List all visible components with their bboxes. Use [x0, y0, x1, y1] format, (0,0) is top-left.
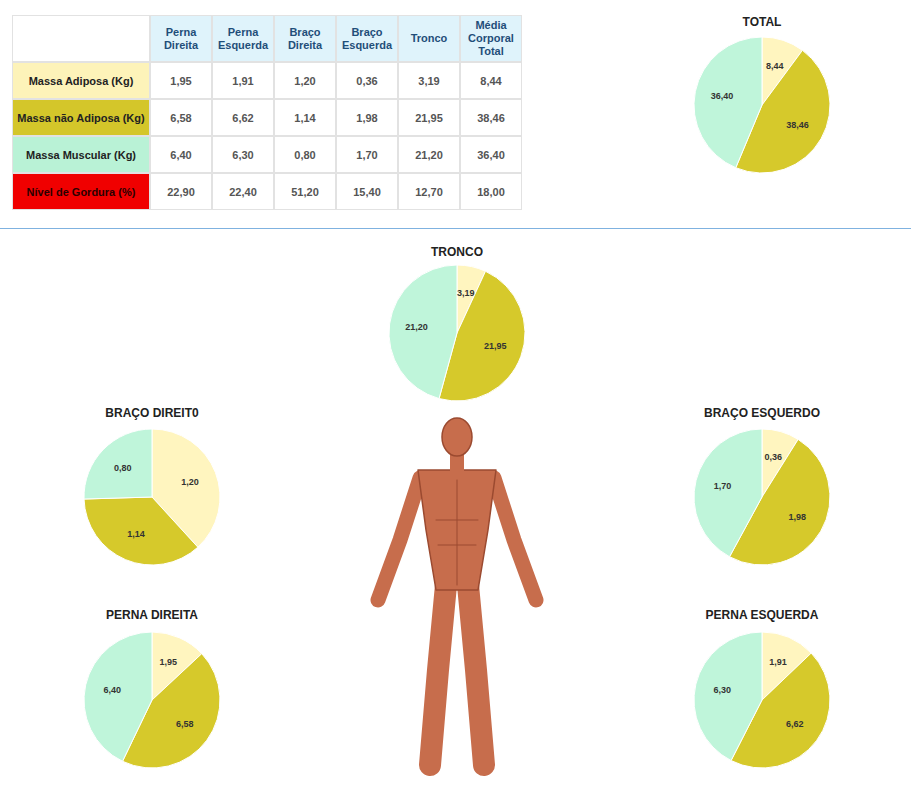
- html-text:36,40: 36,40: [477, 148, 505, 161]
- html-text:22,40: 22,40: [229, 185, 257, 198]
- html-text:21,20: 21,20: [415, 148, 443, 161]
- svg-text:21,20: 21,20: [405, 322, 428, 332]
- svg-text:1,20: 1,20: [181, 477, 199, 487]
- html-text:Massa Muscular (Kg): Massa Muscular (Kg): [26, 148, 136, 161]
- html-text:Braço Direita: Braço Direita: [287, 25, 323, 51]
- html-text:1,70: 1,70: [356, 148, 378, 161]
- html-text:Massa Adiposa (Kg): Massa Adiposa (Kg): [28, 74, 134, 87]
- html-text:TOTAL: TOTAL: [742, 15, 782, 29]
- html-text:6,58: 6,58: [170, 111, 192, 124]
- html-text:6,30: 6,30: [232, 148, 254, 161]
- svg-text:21,95: 21,95: [484, 341, 507, 351]
- svg-text:38,46: 38,46: [786, 120, 809, 130]
- html-text:3,19: 3,19: [418, 74, 440, 87]
- html-text:Massa não Adiposa (Kg): Massa não Adiposa (Kg): [17, 111, 145, 124]
- svg-text:6,40: 6,40: [103, 685, 121, 695]
- svg-text:0,36: 0,36: [765, 452, 783, 462]
- html-text:Nível de Gordura (%): Nível de Gordura (%): [26, 185, 136, 198]
- html-text:38,46: 38,46: [477, 111, 505, 124]
- svg-text:1,98: 1,98: [788, 512, 806, 522]
- html-text:PERNA ESQUERDA: PERNA ESQUERDA: [705, 608, 819, 622]
- svg-text:6,30: 6,30: [714, 685, 732, 695]
- html-text:8,44: 8,44: [480, 74, 502, 87]
- html-text:Braço Esquerda: Braço Esquerda: [341, 25, 393, 51]
- html-text:15,40: 15,40: [353, 185, 381, 198]
- svg-text:36,40: 36,40: [711, 91, 734, 101]
- svg-text:6,62: 6,62: [786, 719, 804, 729]
- svg-text:1,14: 1,14: [127, 529, 145, 539]
- html-text:PERNA DIREITA: PERNA DIREITA: [106, 608, 198, 622]
- html-text:12,70: 12,70: [415, 185, 443, 198]
- svg-text:8,44: 8,44: [766, 61, 784, 71]
- html-text:6,40: 6,40: [170, 148, 192, 161]
- html-text:1,95: 1,95: [170, 74, 192, 87]
- html-text:21,95: 21,95: [415, 111, 443, 124]
- svg-text:3,19: 3,19: [457, 288, 475, 298]
- html-text:1,98: 1,98: [356, 111, 378, 124]
- html-text:Perna Direita: Perna Direita: [163, 25, 199, 51]
- html-text:Média Corporal Total: Média Corporal Total: [468, 19, 514, 57]
- html-text:1,14: 1,14: [294, 111, 316, 124]
- html-text:Tronco: Tronco: [410, 32, 448, 44]
- html-text:22,90: 22,90: [167, 185, 195, 198]
- html-text:0,80: 0,80: [294, 148, 316, 161]
- svg-text:1,91: 1,91: [769, 657, 787, 667]
- html-text:BRAÇO ESQUERDO: BRAÇO ESQUERDO: [704, 406, 820, 420]
- html-text:TRONCO: TRONCO: [431, 245, 483, 259]
- html-text:18,00: 18,00: [477, 185, 505, 198]
- html-text:BRAÇO DIREIT0: BRAÇO DIREIT0: [105, 406, 199, 420]
- html-text:1,91: 1,91: [232, 74, 254, 87]
- svg-text:1,95: 1,95: [160, 657, 178, 667]
- svg-text:1,70: 1,70: [714, 481, 732, 491]
- html-text:6,62: 6,62: [232, 111, 254, 124]
- svg-text:6,58: 6,58: [176, 719, 194, 729]
- svg-text:0,80: 0,80: [114, 463, 132, 473]
- html-text:1,20: 1,20: [294, 74, 316, 87]
- html-text:0,36: 0,36: [356, 74, 378, 87]
- html-text:Perna Esquerda: Perna Esquerda: [217, 25, 269, 51]
- html-text:51,20: 51,20: [291, 185, 319, 198]
